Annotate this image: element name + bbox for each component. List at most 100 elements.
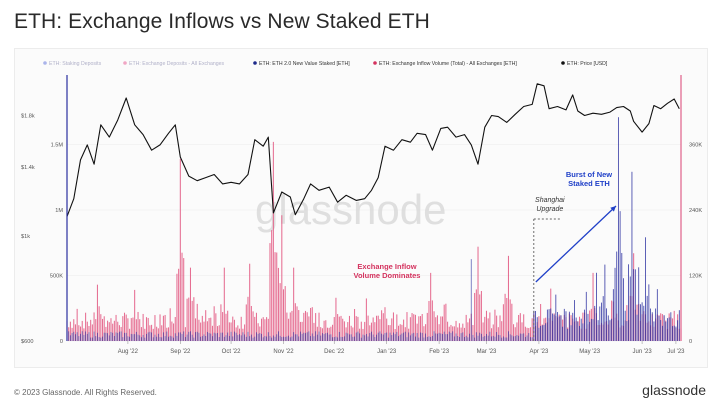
x-tick-label: Jan '23	[377, 349, 397, 355]
inflow-bar	[323, 320, 325, 341]
staked-bar	[183, 331, 185, 341]
staked-bar	[256, 332, 257, 341]
price-axis-tick: $1.8k	[21, 113, 35, 119]
inflow-bar	[354, 309, 356, 341]
inflow-bar	[132, 317, 134, 341]
inflow-bar	[291, 310, 293, 341]
inflow-bar	[316, 326, 318, 341]
staked-bar	[262, 337, 264, 341]
inflow-bar	[220, 304, 222, 341]
staked-bar	[580, 318, 582, 341]
staked-bar	[584, 309, 586, 341]
inflow-bar	[301, 321, 303, 341]
staked-bar	[553, 314, 555, 341]
staked-bar	[239, 334, 240, 341]
inflow-bar	[342, 318, 344, 341]
staked-bar	[278, 331, 279, 341]
staked-bar	[387, 337, 389, 341]
inflow-bar	[144, 328, 146, 341]
inflow-bar	[276, 252, 278, 341]
staked-bar	[328, 334, 330, 341]
inflow-bar	[355, 316, 357, 341]
inflow-bar	[443, 304, 445, 341]
staked-bar	[311, 333, 313, 341]
staked-bar	[391, 335, 393, 341]
staked-bar	[484, 336, 486, 341]
inflow-bar	[337, 314, 339, 341]
staked-bar	[372, 334, 374, 341]
inflow-bar	[347, 322, 349, 341]
staked-bar	[129, 336, 131, 341]
staked-bar	[362, 334, 364, 341]
inflow-bar	[284, 286, 286, 341]
staked-bar	[308, 331, 310, 341]
staked-bar	[71, 333, 73, 341]
staked-bar	[112, 332, 114, 341]
staked-bar	[403, 332, 405, 341]
staked-bar	[418, 337, 420, 341]
staked-bar	[614, 267, 616, 341]
inflow-bar	[159, 314, 161, 341]
staked-bar	[550, 308, 552, 341]
x-tick-label: Dec '22	[324, 349, 345, 355]
staked-bar	[475, 332, 477, 341]
staked-bar	[294, 334, 296, 341]
staked-bar	[617, 117, 619, 341]
staked-bar	[179, 332, 181, 341]
inflow-bar	[193, 297, 195, 341]
staked-bar	[171, 336, 173, 341]
staked-bar	[452, 331, 454, 341]
staked-bar	[438, 332, 440, 341]
inflow-bar	[262, 317, 264, 341]
inflow-bar	[425, 324, 427, 341]
staked-bar	[289, 337, 291, 341]
inflow-bar	[516, 322, 518, 341]
inflow-bar	[313, 322, 315, 341]
staked-bar	[421, 332, 423, 341]
staked-bar	[675, 326, 677, 341]
inflow-bar	[73, 319, 75, 341]
gridlines	[67, 144, 681, 342]
staked-bar	[184, 337, 186, 341]
staked-bar	[631, 171, 633, 341]
inflow-bar	[191, 300, 193, 341]
staked-bar	[352, 336, 354, 341]
inflow-bar	[269, 243, 271, 341]
staked-bar	[267, 332, 269, 341]
staked-bar	[142, 334, 144, 341]
inflow-bar	[233, 319, 235, 341]
staked-bar	[445, 334, 447, 341]
inflow-bar	[352, 327, 354, 341]
staked-bar	[86, 333, 88, 341]
x-tick-label: Nov '22	[273, 349, 294, 355]
inflow-bar	[198, 319, 200, 341]
staked-bar	[565, 311, 567, 341]
inflow-bar	[514, 327, 516, 341]
staked-bar	[541, 325, 543, 341]
staked-bar	[371, 331, 372, 341]
staked-bar	[535, 310, 536, 341]
inflow-bar	[529, 327, 531, 341]
staked-bar	[521, 333, 523, 341]
inflow-bar	[288, 318, 290, 341]
inflow-bar	[154, 315, 156, 341]
staked-bar	[650, 308, 651, 341]
inflow-bar	[491, 328, 493, 341]
staked-bar	[480, 333, 482, 341]
staked-bar	[321, 333, 323, 341]
inflow-bar	[304, 310, 307, 341]
staked-bar	[232, 336, 234, 341]
legend-marker-1	[123, 61, 127, 65]
staked-bar	[254, 336, 256, 341]
staked-bar	[276, 334, 278, 341]
staked-bar	[633, 269, 635, 341]
staked-bar	[293, 332, 295, 341]
inflow-bar	[376, 315, 378, 341]
staked-bar	[431, 335, 433, 341]
staked-bar	[359, 333, 361, 341]
staked-bar	[333, 337, 335, 341]
inflow-bar	[447, 321, 449, 341]
staked-bar	[474, 337, 476, 341]
staked-bar	[281, 337, 283, 341]
inflow-bar	[279, 283, 281, 341]
